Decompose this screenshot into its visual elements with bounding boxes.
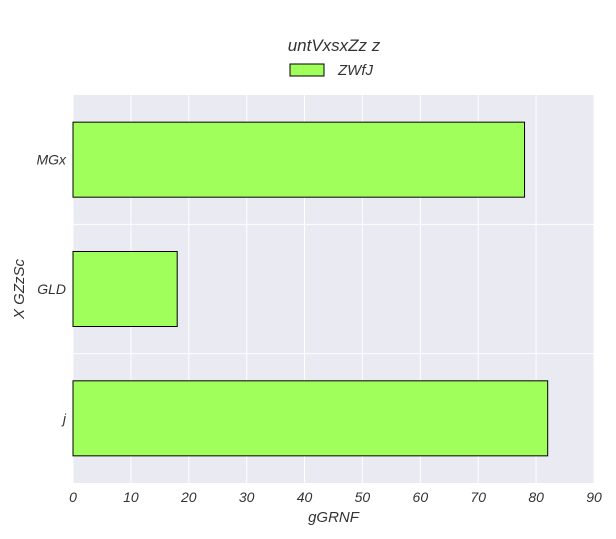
y-axis-label: X GZzSc xyxy=(11,259,28,321)
x-tick-labels: 0 10 20 30 40 50 60 70 80 90 xyxy=(69,489,602,505)
y-tick-label: j xyxy=(61,410,67,426)
legend: ZWfJ xyxy=(289,62,373,79)
x-axis-label: gGRNF xyxy=(308,509,360,526)
y-tick-label: MGx xyxy=(36,152,67,168)
x-tick-label: 80 xyxy=(528,489,544,505)
legend-swatch-zwfj xyxy=(289,63,325,77)
y-tick-label: GLD xyxy=(37,281,66,297)
x-tick-label: 10 xyxy=(123,489,139,505)
x-tick-label: 90 xyxy=(586,489,602,505)
x-tick-label: 50 xyxy=(355,489,371,505)
chart-title: untVxsxZz z xyxy=(288,36,381,55)
x-tick-label: 20 xyxy=(180,489,197,505)
x-tick-label: 60 xyxy=(413,489,429,505)
x-tick-label: 40 xyxy=(297,489,313,505)
legend-label-zwfj: ZWfJ xyxy=(337,62,373,79)
x-tick-label: 0 xyxy=(69,489,77,505)
y-tick-labels: MGx GLD j xyxy=(36,152,67,427)
x-tick-label: 30 xyxy=(239,489,255,505)
bar-j xyxy=(72,380,549,457)
bar-gld xyxy=(72,250,178,328)
x-tick-label: 70 xyxy=(470,489,486,505)
bars xyxy=(72,121,549,457)
bar-mgx xyxy=(72,121,526,198)
